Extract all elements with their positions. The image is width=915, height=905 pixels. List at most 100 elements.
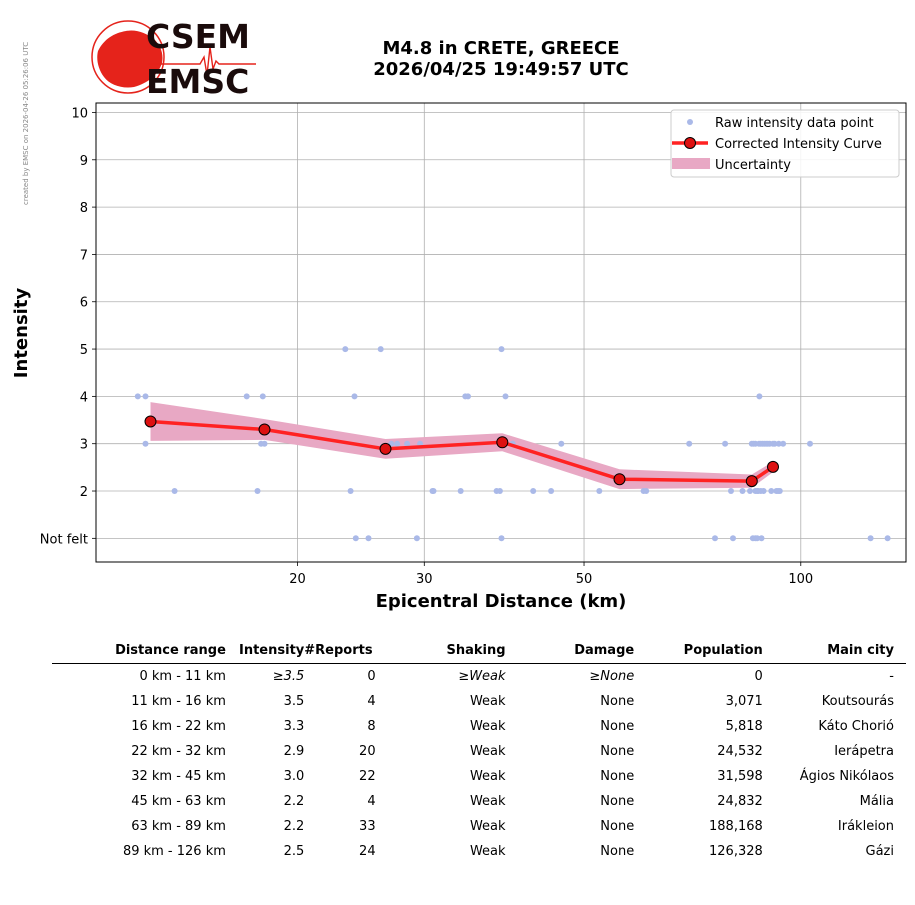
- logo-top-text: CSEM: [146, 17, 250, 56]
- legend-box: [670, 109, 900, 178]
- header-main-city: Main city: [762, 640, 906, 664]
- raw-data-point: [548, 488, 555, 494]
- raw-data-point: [596, 488, 603, 494]
- damage-cell: None: [600, 744, 635, 759]
- main-city-cell: Ierápetra: [834, 744, 894, 759]
- damage-cell: ≥None: [589, 669, 635, 684]
- curve-point: [144, 415, 157, 428]
- y-tick-label: 7: [80, 248, 88, 263]
- legend: Raw intensity data point Corrected Inten…: [670, 109, 900, 178]
- intensity-chart: 20 30 50 100 Not felt 2 3 4 5 6 7 8 9 10 Raw intensit…: [11, 102, 907, 612]
- legend-uncertainty-label: Uncertainty: [715, 158, 791, 173]
- reports-cell: 4: [367, 794, 376, 809]
- raw-data-point: [496, 488, 503, 494]
- population-cell: 24,832: [717, 794, 763, 809]
- reports-cell: 4: [367, 694, 376, 709]
- distance-range-cell: 22 km - 32 km: [131, 744, 226, 759]
- shaking-cell: Weak: [469, 744, 506, 759]
- raw-data-point: [134, 393, 141, 400]
- raw-data-point: [430, 488, 437, 494]
- curve-point: [258, 423, 271, 436]
- raw-data-point: [502, 393, 509, 400]
- intensity-cell: 3.5: [283, 694, 305, 709]
- raw-data-point: [807, 440, 813, 447]
- y-tick-label: 4: [80, 390, 88, 405]
- curve-layer: [144, 415, 779, 488]
- y-tick-label: Not felt: [40, 532, 88, 547]
- distance-range-cell: 45 km - 63 km: [131, 794, 226, 809]
- y-tick-label: 9: [80, 154, 88, 169]
- raw-data-point: [413, 535, 420, 542]
- y-tick-label: 6: [80, 296, 88, 311]
- raw-data-point: [243, 393, 250, 400]
- intensity-cell: 2.2: [283, 794, 305, 809]
- legend-raw-marker: [687, 119, 693, 125]
- raw-data-point: [722, 440, 729, 447]
- raw-data-point: [142, 393, 149, 400]
- main-city-cell: Mália: [859, 794, 894, 809]
- distance-range-cell: 89 km - 126 km: [122, 844, 226, 859]
- raw-data-point: [347, 488, 354, 494]
- population-cell: 31,598: [717, 769, 763, 784]
- raw-data-point: [747, 488, 753, 494]
- y-tick-label: 2: [80, 485, 88, 500]
- y-axis-label: Intensity: [11, 288, 32, 379]
- reports-cell: 33: [359, 819, 376, 834]
- intensity-table: Distance range Intensity #Reports Shakin…: [52, 640, 906, 864]
- reports-cell: 24: [359, 844, 376, 859]
- raw-data-point: [351, 393, 358, 400]
- raw-data-point: [686, 440, 693, 447]
- raw-data-point: [261, 440, 268, 447]
- table-row: 16 km - 22 km 3.3 8 Weak None 5,818 Káto Chori…: [52, 714, 906, 739]
- x-tick-label: 50: [576, 572, 593, 587]
- raw-data-point: [756, 393, 763, 400]
- damage-cell: None: [600, 819, 635, 834]
- table-row: 89 km - 126 km 2.5 24 Weak None 126,328 Gázi: [52, 839, 906, 864]
- raw-data-point: [730, 535, 736, 542]
- emsc-logo: CSEM EMSC: [91, 17, 256, 99]
- main-city-cell: Koutsourás: [821, 694, 894, 709]
- intensity-cell: 2.9: [283, 744, 305, 759]
- main-city-cell: Irákleion: [837, 819, 894, 834]
- logo-globe-icon: [91, 20, 165, 94]
- shaking-cell: Weak: [469, 769, 506, 784]
- shaking-cell: Weak: [469, 819, 506, 834]
- logo-map-icon: [97, 30, 163, 88]
- shaking-cell: ≥Weak: [458, 669, 506, 684]
- raw-data-point: [342, 346, 349, 353]
- legend-curve-label: Corrected Intensity Curve: [715, 137, 882, 152]
- x-axis-label: Epicentral Distance (km): [376, 591, 627, 612]
- tick-layer: 20 30 50 100 Not felt 2 3 4 5 6 7 8 9 10: [40, 106, 813, 587]
- curve-point: [767, 460, 779, 473]
- raw-data-point: [712, 535, 718, 542]
- intensity-cell: ≥3.5: [272, 669, 305, 684]
- raw-data-point: [171, 488, 178, 494]
- raw-data-point: [867, 535, 874, 542]
- intensity-cell: 2.5: [283, 844, 305, 859]
- raw-data-point: [254, 488, 261, 494]
- y-tick-label: 10: [71, 106, 88, 121]
- curve-point: [379, 442, 392, 455]
- header-distance-range: Distance range: [52, 640, 226, 664]
- shaking-cell: Weak: [469, 719, 506, 734]
- damage-cell: None: [600, 719, 635, 734]
- raw-data-point: [780, 440, 787, 447]
- damage-cell: None: [600, 794, 635, 809]
- damage-cell: None: [600, 694, 635, 709]
- chart-title-line1: M4.8 in CRETE, GREECE: [382, 38, 620, 59]
- shaking-cell: Weak: [469, 694, 506, 709]
- header-reports: #Reports: [304, 640, 385, 664]
- damage-cell: None: [600, 844, 635, 859]
- damage-cell: None: [600, 769, 635, 784]
- header-intensity: Intensity: [225, 640, 305, 664]
- reports-cell: 22: [359, 769, 376, 784]
- distance-range-cell: 16 km - 22 km: [131, 719, 226, 734]
- y-tick-label: 5: [80, 343, 88, 358]
- raw-data-point: [498, 346, 505, 353]
- population-cell: 188,168: [709, 819, 763, 834]
- x-tick-label: 100: [788, 572, 813, 587]
- table-row: 11 km - 16 km 3.5 4 Weak None 3,071 Koutsourás: [52, 689, 906, 714]
- population-cell: 126,328: [709, 844, 763, 859]
- raw-data-point: [465, 393, 471, 400]
- population-cell: 0: [754, 669, 763, 684]
